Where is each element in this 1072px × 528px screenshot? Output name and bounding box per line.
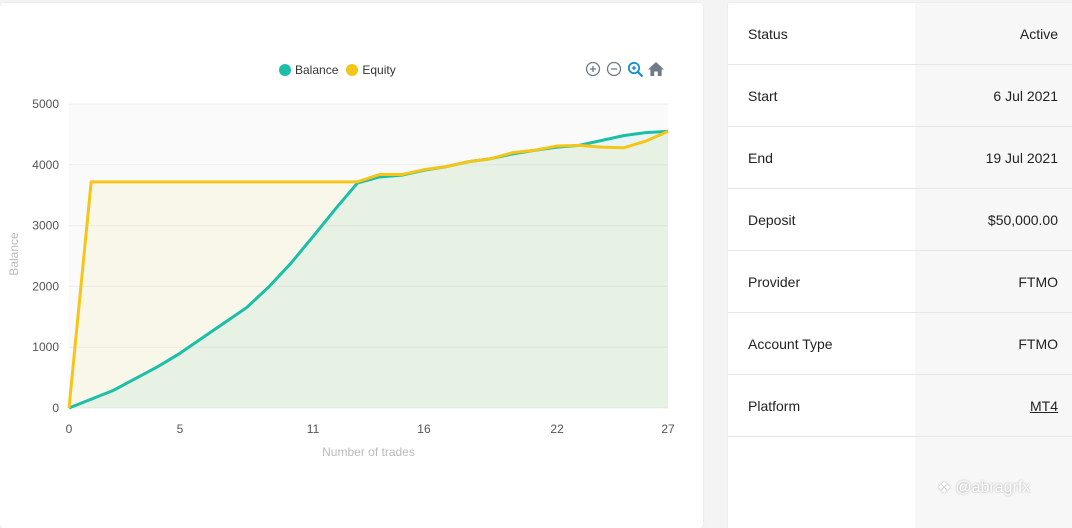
equity-series-line [67, 129, 669, 409]
x-tick-label: 22 [550, 422, 564, 436]
legend-marker-equity [346, 64, 359, 76]
chart-toolbar [584, 60, 668, 78]
plot-background [69, 104, 668, 408]
y-tick-label: 3000 [32, 219, 59, 233]
info-row-end: End 19 Jul 2021 [728, 127, 1072, 189]
zoom-out-icon[interactable] [605, 60, 623, 78]
legend-label-equity: Equity [362, 63, 396, 77]
y-tick-label: 0 [52, 401, 59, 415]
home-icon[interactable] [647, 60, 665, 78]
legend-label-balance: Balance [295, 63, 339, 77]
info-label: Account Type [748, 335, 833, 352]
info-value: FTMO [1018, 273, 1058, 290]
chart-legend: Balance Equity [279, 61, 404, 79]
x-tick-label: 0 [66, 422, 73, 436]
x-tick-label: 5 [177, 422, 184, 436]
info-label: Platform [748, 397, 801, 414]
info-row-platform: Platform MT4 [728, 375, 1072, 437]
x-tick-label: 16 [417, 422, 431, 436]
info-label: Provider [748, 273, 801, 290]
legend-marker-balance [279, 64, 291, 76]
info-value: 6 Jul 2021 [993, 87, 1058, 104]
watermark-text: @abragrfx [955, 479, 1031, 496]
equity-area [69, 131, 668, 409]
x-axis-title: Number of trades [322, 445, 415, 459]
info-label: End [748, 149, 773, 166]
balance-equity-chart: 0 1000 2000 3000 4000 5000 0 5 11 16 22 27 Number of… [7, 97, 675, 459]
info-label: Status [748, 25, 788, 42]
zoom-in-icon[interactable] [584, 60, 602, 78]
balance-area [69, 131, 668, 409]
y-tick-label: 1000 [32, 340, 59, 354]
zoom-select-icon[interactable] [626, 60, 644, 78]
info-row-provider: Provider FTMO [728, 251, 1072, 313]
y-axis-title: Balance [7, 232, 21, 276]
info-label: Deposit [748, 211, 796, 228]
info-row-status: Status Active [728, 3, 1072, 65]
info-row-account-type: Account Type FTMO [728, 313, 1072, 375]
info-value: Active [1019, 25, 1058, 42]
y-tick-label: 5000 [32, 97, 59, 111]
info-value: FTMO [1018, 335, 1058, 352]
y-tick-label: 4000 [32, 158, 59, 172]
info-value: 19 Jul 2021 [985, 149, 1058, 166]
info-label: Start [748, 87, 778, 104]
info-row-start: Start 6 Jul 2021 [728, 65, 1072, 127]
legend-item-equity[interactable]: Equity [346, 63, 396, 77]
y-tick-label: 2000 [32, 279, 59, 293]
info-value: $50,000.00 [987, 211, 1058, 228]
value-column-background [915, 3, 1072, 528]
account-info-panel: Status Active Start 6 Jul 2021 End 19 Ju… [728, 3, 1072, 528]
x-tick-label: 27 [661, 422, 675, 436]
info-row-deposit: Deposit $50,000.00 [728, 189, 1072, 251]
platform-link[interactable]: MT4 [1030, 397, 1058, 414]
watermark-logo-icon: ❖ [937, 480, 952, 497]
x-tick-label: 11 [307, 422, 320, 436]
watermark: ❖ @abragrfx [937, 478, 1030, 498]
legend-item-balance[interactable]: Balance [279, 63, 338, 77]
